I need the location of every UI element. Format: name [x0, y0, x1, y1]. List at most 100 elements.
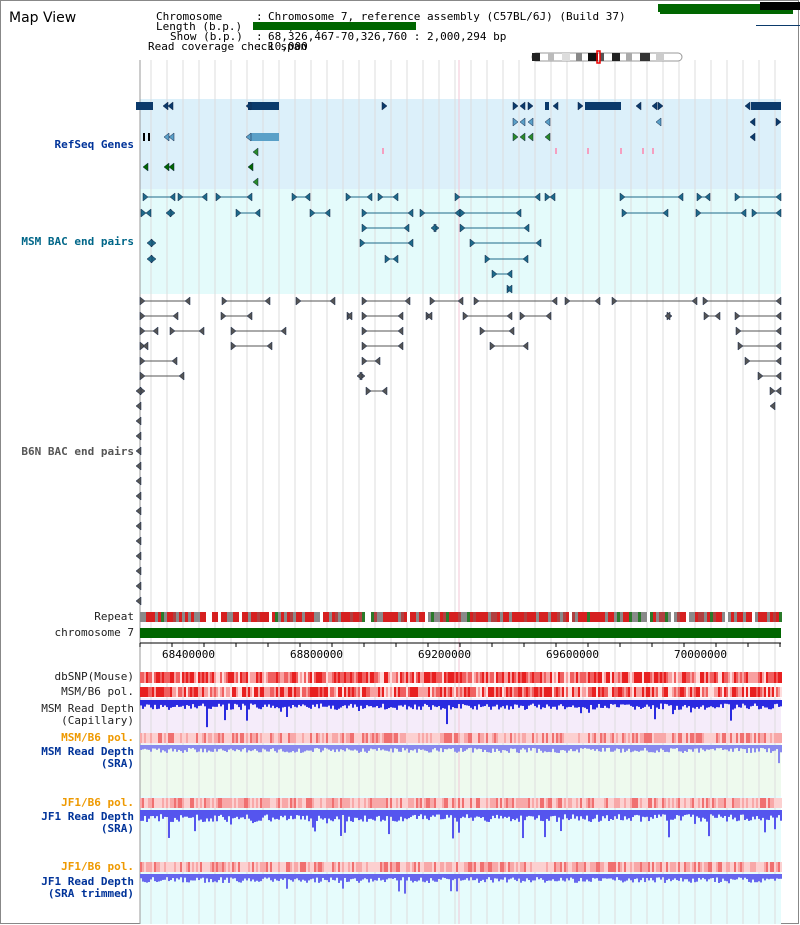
repeat-element — [260, 612, 263, 622]
read-depth-bar — [528, 700, 530, 706]
read-depth-bar — [542, 745, 544, 753]
read-depth-bar — [674, 810, 676, 819]
polymorphism-cell — [516, 733, 518, 743]
polymorphism-cell — [774, 687, 776, 697]
polymorphism-cell — [410, 798, 412, 808]
polymorphism-cell — [158, 687, 160, 697]
gene-arrow — [135, 401, 142, 411]
polymorphism-cell — [590, 862, 592, 872]
polymorphism-cell — [268, 672, 270, 683]
polymorphism-cell — [470, 687, 472, 697]
read-depth-bar — [670, 700, 672, 706]
polymorphism-cell — [596, 672, 598, 683]
polymorphism-cell — [668, 798, 670, 808]
polymorphism-cell — [412, 798, 414, 808]
read-depth-bar — [430, 745, 432, 753]
read-depth-bar — [736, 745, 738, 748]
polymorphism-cell — [776, 798, 778, 808]
polymorphism-cell — [468, 798, 470, 808]
gene-arrow — [491, 269, 498, 279]
polymorphism-cell — [416, 798, 418, 808]
read-depth-bar — [426, 700, 428, 706]
read-depth-bar — [444, 700, 446, 709]
read-depth-bar — [624, 874, 626, 882]
read-depth-bar — [404, 874, 406, 894]
read-depth-bar — [288, 810, 290, 819]
ideogram-band — [532, 53, 540, 61]
polymorphism-cell — [382, 798, 384, 808]
read-depth-bar — [450, 874, 452, 892]
polymorphism-cell — [566, 687, 568, 697]
polymorphism-cell — [226, 862, 228, 872]
polymorphism-cell — [268, 862, 270, 872]
polymorphism-cell — [676, 798, 678, 808]
polymorphism-cell — [392, 687, 394, 697]
polymorphism-cell — [588, 687, 590, 697]
polymorphism-cell — [560, 672, 562, 683]
polymorphism-cell — [582, 733, 584, 743]
gene-arrow — [384, 254, 391, 264]
read-depth-bar — [518, 874, 520, 879]
polymorphism-cell — [696, 733, 698, 743]
polymorphism-cell — [672, 798, 674, 808]
read-depth-bar — [178, 700, 180, 707]
read-depth-bar — [682, 700, 684, 707]
gene-arrow — [245, 132, 252, 142]
read-depth-bar — [678, 745, 680, 752]
polymorphism-cell — [538, 733, 540, 743]
gene-arrow — [142, 192, 149, 202]
polymorphism-cell — [620, 798, 622, 808]
repeat-element — [566, 612, 569, 622]
read-depth-bar — [230, 810, 232, 825]
polymorphism-cell — [518, 733, 520, 743]
read-depth-bar — [700, 874, 702, 880]
read-depth-bar — [158, 745, 160, 749]
polymorphism-cell — [328, 672, 330, 683]
polymorphism-cell — [746, 672, 748, 683]
repeat-element — [518, 612, 521, 622]
read-depth-bar — [562, 810, 564, 820]
polymorphism-cell — [676, 687, 678, 697]
polymorphism-cell — [572, 733, 574, 743]
polymorphism-cell — [494, 733, 496, 743]
read-depth-bar — [748, 745, 750, 749]
gene-arrow — [775, 356, 782, 366]
gene-arrow — [366, 192, 373, 202]
polymorphism-cell — [634, 798, 636, 808]
read-depth-bar — [760, 874, 762, 883]
polymorphism-cell — [532, 672, 534, 683]
read-depth-bar — [574, 745, 576, 752]
polymorphism-cell — [450, 798, 452, 808]
read-depth-bar — [586, 745, 588, 749]
polymorphism-cell — [618, 733, 620, 743]
gene-arrow — [534, 192, 541, 202]
polymorphism-cell — [194, 733, 196, 743]
polymorphism-cell — [772, 862, 774, 872]
polymorphism-cell — [380, 733, 382, 743]
read-depth-bar — [428, 700, 430, 707]
read-depth-bar — [532, 810, 534, 817]
polymorphism-cell — [770, 733, 772, 743]
read-depth-bar — [188, 810, 190, 818]
polymorphism-cell — [688, 733, 690, 743]
polymorphism-cell — [202, 798, 204, 808]
polymorphism-cell — [336, 798, 338, 808]
polymorphism-cell — [592, 733, 594, 743]
read-depth-bar — [552, 874, 554, 880]
polymorphism-cell — [712, 672, 714, 683]
read-depth-bar — [198, 810, 200, 821]
read-depth-bar — [298, 874, 300, 881]
polymorphism-cell — [470, 672, 472, 683]
polymorphism-cell — [212, 687, 214, 697]
read-depth-bar — [564, 700, 566, 710]
read-depth-bar — [566, 874, 568, 879]
polymorphism-cell — [174, 798, 176, 808]
read-depth-bar — [366, 810, 368, 822]
polymorphism-cell — [438, 687, 440, 697]
read-depth-bar — [628, 700, 630, 705]
polymorphism-cell — [760, 687, 762, 697]
polymorphism-cell — [754, 862, 756, 872]
polymorphism-cell — [734, 672, 736, 683]
read-depth-bar — [300, 810, 302, 820]
